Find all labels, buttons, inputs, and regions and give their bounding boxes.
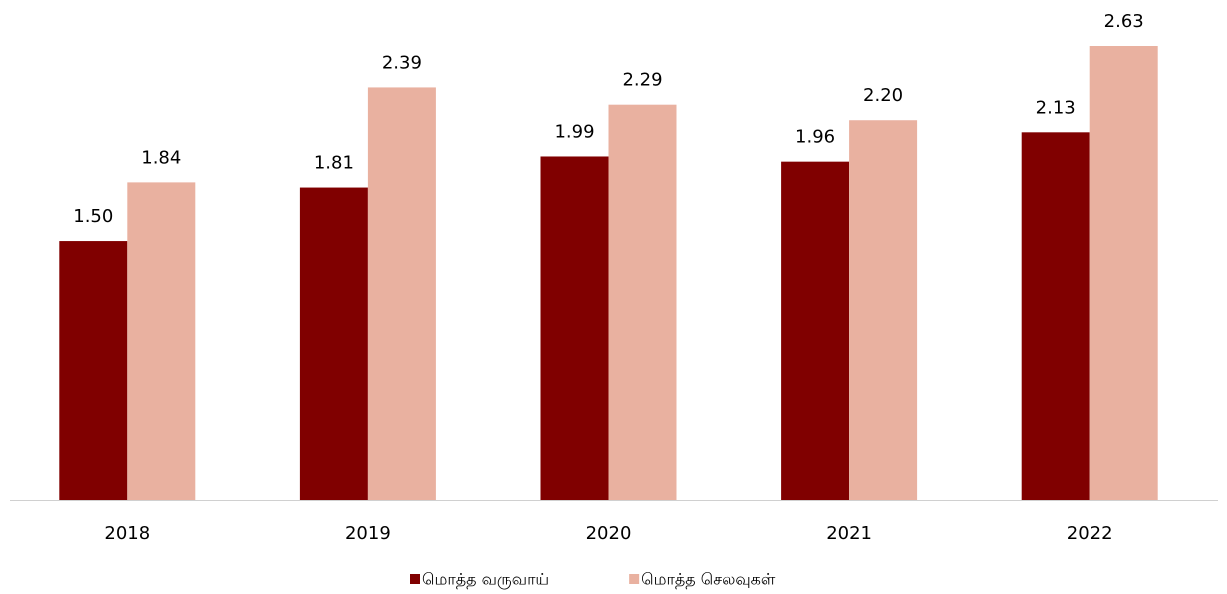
data-label: 1.99: [554, 121, 594, 142]
legend-swatch: [410, 574, 420, 584]
bar: [781, 161, 850, 501]
bar: [127, 182, 196, 500]
data-label: 1.50: [73, 206, 113, 227]
bar: [849, 120, 918, 500]
bar: [1089, 46, 1158, 500]
data-label: 2.29: [622, 70, 662, 91]
x-tick-label: 2019: [345, 523, 391, 544]
bar: [299, 187, 368, 500]
data-label: 1.96: [795, 127, 835, 148]
data-label: 2.63: [1104, 11, 1144, 32]
bar: [608, 104, 677, 500]
bar: [59, 241, 128, 500]
x-tick-label: 2018: [104, 523, 150, 544]
data-label: 2.13: [1036, 97, 1076, 118]
data-label: 2.39: [382, 52, 422, 73]
bar: [367, 87, 436, 500]
data-label: 1.84: [141, 147, 181, 168]
x-tick-label: 2021: [826, 523, 872, 544]
bar: [1021, 132, 1090, 501]
legend-label: மொத்த வருவாய்: [422, 570, 549, 590]
legend-swatch: [629, 574, 640, 584]
legend-label: மொத்த செலவுகள்: [641, 570, 776, 589]
x-tick-label: 2020: [586, 523, 632, 544]
x-tick-label: 2022: [1067, 523, 1113, 544]
bar: [540, 156, 609, 501]
data-label: 1.81: [314, 153, 354, 174]
data-label: 2.20: [863, 85, 903, 106]
